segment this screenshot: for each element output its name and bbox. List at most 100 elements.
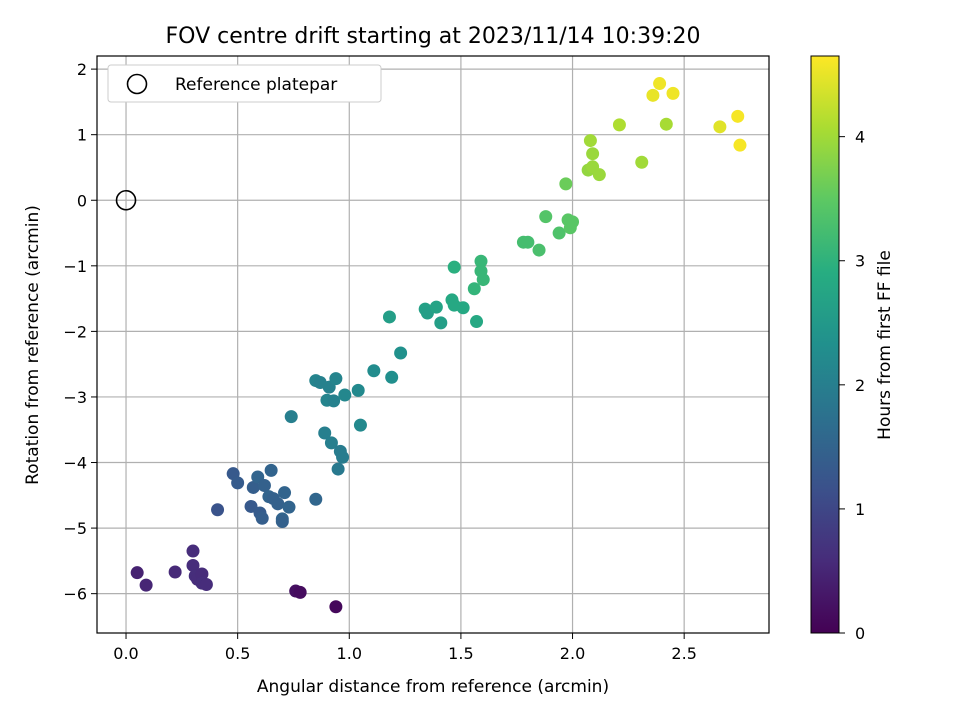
data-point — [429, 300, 443, 314]
data-point — [211, 503, 225, 517]
x-tick-label: 0.0 — [113, 644, 138, 663]
colorbar-tick-label: 1 — [855, 500, 865, 519]
data-point — [327, 394, 341, 408]
data-point — [713, 120, 727, 134]
data-point — [592, 168, 606, 182]
x-axis-label: Angular distance from reference (arcmin) — [257, 677, 609, 697]
x-axis-ticks: 0.0 0.5 1.0 1.5 2.0 2.5 — [113, 633, 697, 663]
data-point — [244, 499, 258, 513]
data-point — [186, 558, 200, 572]
data-point — [635, 155, 649, 169]
data-point — [532, 243, 546, 257]
colorbar-gradient — [810, 55, 840, 634]
colorbar-ticks: 0 1 2 3 4 — [839, 128, 865, 643]
x-tick-label: 0.5 — [225, 644, 250, 663]
data-point — [329, 372, 343, 386]
data-point — [646, 88, 660, 102]
data-point — [731, 109, 745, 123]
legend: Reference platepar — [107, 64, 382, 103]
x-tick-label: 1.0 — [337, 644, 362, 663]
data-point — [246, 480, 260, 494]
y-tick-label: 2 — [77, 60, 87, 79]
data-point — [275, 515, 289, 529]
y-tick-label: −1 — [63, 257, 87, 276]
plot-area: 0.0 0.5 1.0 1.5 2.0 2.5 2 1 0 −1 −2 −3 −4 −5 −6 — [63, 55, 770, 663]
data-point — [394, 346, 408, 360]
data-point — [293, 585, 307, 599]
data-point — [168, 565, 182, 579]
grid — [97, 56, 769, 633]
data-point — [199, 577, 213, 591]
data-point — [434, 316, 448, 330]
colorbar-tick-label: 3 — [855, 252, 865, 271]
data-point — [470, 315, 484, 329]
data-point — [336, 450, 350, 464]
data-point — [659, 117, 673, 131]
y-tick-label: 1 — [77, 126, 87, 145]
data-point — [385, 370, 399, 384]
data-point — [382, 310, 396, 324]
data-point — [539, 210, 553, 224]
data-points — [130, 77, 747, 614]
data-point — [271, 497, 285, 511]
data-point — [324, 436, 338, 450]
y-axis-label: Rotation from reference (arcmin) — [23, 205, 43, 485]
data-point — [331, 462, 345, 476]
y-tick-label: 0 — [77, 191, 87, 210]
data-point — [130, 566, 144, 580]
plot-background — [97, 56, 769, 633]
data-point — [653, 77, 667, 91]
data-point — [612, 118, 626, 132]
data-point — [474, 254, 488, 268]
y-tick-label: −4 — [63, 454, 87, 473]
data-point — [139, 578, 153, 592]
data-point — [666, 86, 680, 100]
data-point — [284, 410, 298, 424]
data-point — [476, 273, 490, 287]
data-point — [586, 147, 600, 161]
data-point — [338, 388, 352, 402]
data-point — [467, 282, 481, 296]
data-point — [282, 500, 296, 514]
data-point — [309, 492, 323, 506]
legend-label: Reference platepar — [175, 75, 337, 95]
data-point — [195, 567, 209, 581]
data-point — [733, 138, 747, 152]
colorbar-tick-label: 0 — [855, 624, 865, 643]
y-axis-ticks: 2 1 0 −1 −2 −3 −4 −5 −6 — [63, 60, 97, 604]
data-point — [329, 600, 343, 614]
x-tick-label: 2.0 — [560, 644, 585, 663]
data-point — [583, 134, 597, 148]
colorbar-label: Hours from first FF file — [875, 250, 895, 440]
colorbar-tick-label: 2 — [855, 376, 865, 395]
data-point — [278, 486, 292, 500]
y-tick-label: −3 — [63, 388, 87, 407]
y-tick-label: −2 — [63, 322, 87, 341]
data-point — [231, 476, 245, 490]
y-tick-label: −6 — [63, 585, 87, 604]
data-point — [456, 301, 470, 315]
colorbar: 0 1 2 3 4 Hours from first FF file — [810, 55, 895, 643]
data-point — [186, 544, 200, 558]
data-point — [566, 215, 580, 229]
data-point — [257, 478, 271, 492]
data-point — [353, 418, 367, 432]
x-tick-label: 1.5 — [448, 644, 473, 663]
y-tick-label: −5 — [63, 519, 87, 538]
colorbar-tick-label: 4 — [855, 128, 865, 147]
reference-point — [115, 189, 137, 211]
data-point — [264, 463, 278, 477]
chart-title: FOV centre drift starting at 2023/11/14 … — [166, 24, 701, 49]
data-point — [367, 364, 381, 378]
data-point — [351, 383, 365, 397]
reference-marker — [115, 189, 137, 211]
x-tick-label: 2.5 — [671, 644, 696, 663]
data-point — [559, 177, 573, 191]
plot-frame — [96, 55, 770, 634]
legend-marker — [126, 73, 148, 95]
data-point — [447, 260, 461, 274]
data-point — [521, 235, 535, 249]
data-point — [318, 426, 332, 440]
data-point — [255, 511, 269, 525]
